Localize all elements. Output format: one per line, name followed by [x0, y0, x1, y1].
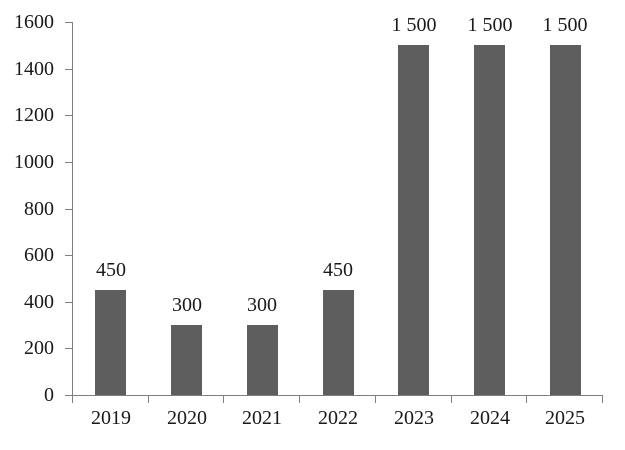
- y-axis-tick-label: 1400: [14, 58, 54, 80]
- y-axis-tick: [65, 255, 72, 256]
- x-axis-category-label: 2022: [318, 407, 358, 429]
- bar-value-label: 450: [323, 259, 353, 281]
- y-axis-tick: [65, 302, 72, 303]
- bar-value-label: 1 500: [467, 14, 513, 36]
- x-axis-category-label: 2021: [242, 407, 282, 429]
- bar: [323, 290, 354, 395]
- x-axis-tick: [223, 396, 224, 403]
- y-axis-tick: [65, 22, 72, 23]
- bar-value-label: 1 500: [391, 14, 437, 36]
- x-axis-tick: [299, 396, 300, 403]
- y-axis-line: [72, 22, 73, 396]
- bar-value-label: 450: [96, 259, 126, 281]
- x-axis-tick: [72, 396, 73, 403]
- y-axis-tick: [65, 69, 72, 70]
- y-axis-tick: [65, 348, 72, 349]
- y-axis-tick: [65, 162, 72, 163]
- bar: [171, 325, 202, 395]
- bar-value-label: 300: [172, 294, 202, 316]
- y-axis-tick-label: 1200: [14, 104, 54, 126]
- y-axis-tick-label: 600: [24, 244, 54, 266]
- x-axis-tick: [148, 396, 149, 403]
- x-axis-tick: [375, 396, 376, 403]
- y-axis-tick: [65, 395, 72, 396]
- x-axis-line: [72, 395, 603, 396]
- y-axis-tick-label: 200: [24, 337, 54, 359]
- y-axis-tick-label: 400: [24, 291, 54, 313]
- x-axis-category-label: 2024: [470, 407, 510, 429]
- y-axis-tick: [65, 209, 72, 210]
- bar: [247, 325, 278, 395]
- bar: [550, 45, 581, 395]
- y-axis-tick-label: 1600: [14, 11, 54, 33]
- x-axis-category-label: 2025: [545, 407, 585, 429]
- bar: [95, 290, 126, 395]
- y-axis-tick-label: 1000: [14, 151, 54, 173]
- bar: [474, 45, 505, 395]
- x-axis-tick: [602, 396, 603, 403]
- y-axis-tick: [65, 115, 72, 116]
- x-axis-tick: [451, 396, 452, 403]
- x-axis-category-label: 2020: [167, 407, 207, 429]
- y-axis-tick-label: 0: [44, 384, 54, 406]
- x-axis-tick: [526, 396, 527, 403]
- x-axis-category-label: 2019: [91, 407, 131, 429]
- y-axis-tick-label: 800: [24, 198, 54, 220]
- bar: [398, 45, 429, 395]
- bar-value-label: 1 500: [542, 14, 588, 36]
- x-axis-category-label: 2023: [394, 407, 434, 429]
- bar-value-label: 300: [247, 294, 277, 316]
